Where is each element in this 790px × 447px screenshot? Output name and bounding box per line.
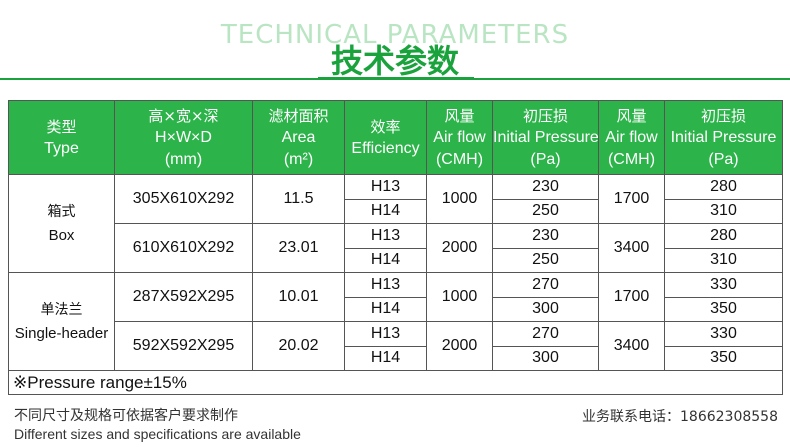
column-header-area: 滤材面积 Area (m²) (252, 100, 345, 175)
title-underline (318, 77, 474, 80)
size-cell: 305X610X292 (114, 174, 253, 224)
area-cell: 20.02 (252, 321, 345, 371)
table-row: H14 250 310 (9, 198, 783, 224)
pressure-cell: 350 (664, 345, 783, 371)
pressure-cell: 300 (492, 296, 599, 322)
airflow-cell: 3400 (598, 223, 665, 273)
airflow-cell: 1700 (598, 174, 665, 224)
parameters-table: 类型 Type 高×宽×深 H×W×D (mm) 滤材面积 Area (m²) … (8, 100, 783, 395)
pressure-cell: 270 (492, 272, 599, 298)
pressure-cell: 280 (664, 223, 783, 249)
column-header-pressure-1: 初压损 Initial Pressure (Pa) (492, 100, 599, 175)
column-header-efficiency: 效率 Efficiency (344, 100, 427, 175)
pressure-cell: 250 (492, 247, 599, 273)
efficiency-cell: H14 (344, 247, 427, 273)
table-row: H14 300 350 (9, 345, 783, 371)
area-cell: 11.5 (252, 174, 345, 224)
size-cell: 287X592X295 (114, 272, 253, 322)
airflow-cell: 1000 (426, 272, 493, 322)
size-cell: 610X610X292 (114, 223, 253, 273)
efficiency-cell: H14 (344, 296, 427, 322)
pressure-cell: 310 (664, 247, 783, 273)
footer-custom-note-cn: 不同尺寸及规格可依据客户要求制作 (14, 408, 238, 424)
column-header-airflow-1: 风量 Air flow (CMH) (426, 100, 493, 175)
table-row: H14 300 350 (9, 296, 783, 322)
efficiency-cell: H14 (344, 198, 427, 224)
type-cell-single-header: 单法兰 Single-header (8, 272, 115, 371)
table-header-row: 类型 Type 高×宽×深 H×W×D (mm) 滤材面积 Area (m²) … (8, 100, 783, 175)
pressure-cell: 300 (492, 345, 599, 371)
pressure-cell: 280 (664, 174, 783, 200)
efficiency-cell: H14 (344, 345, 427, 371)
background-title: TECHNICAL PARAMETERS (220, 20, 570, 50)
airflow-cell: 2000 (426, 321, 493, 371)
pressure-cell: 230 (492, 174, 599, 200)
column-header-pressure-2: 初压损 Initial Pressure (Pa) (664, 100, 783, 175)
column-header-airflow-2: 风量 Air flow (CMH) (598, 100, 665, 175)
pressure-cell: 330 (664, 272, 783, 298)
pressure-range-note: ※Pressure range±15% (8, 370, 783, 395)
table-row: 592X592X295 20.02 H13 2000 270 3400 330 (9, 321, 783, 371)
table-row: 单法兰 Single-header 287X592X295 10.01 H13 … (8, 272, 783, 371)
efficiency-cell: H13 (344, 272, 427, 298)
table-row: 箱式 Box 305X610X292 11.5 H13 1000 230 170… (8, 174, 783, 273)
pressure-cell: 230 (492, 223, 599, 249)
efficiency-cell: H13 (344, 223, 427, 249)
area-cell: 10.01 (252, 272, 345, 322)
airflow-cell: 3400 (598, 321, 665, 371)
airflow-cell: 1000 (426, 174, 493, 224)
table-row: 610X610X292 23.01 H13 2000 230 3400 280 (9, 223, 783, 273)
type-cell-box: 箱式 Box (8, 174, 115, 273)
contact-phone: 业务联系电话：18662308558 (582, 409, 778, 425)
pressure-cell: 250 (492, 198, 599, 224)
size-cell: 592X592X295 (114, 321, 253, 371)
footer-custom-note-en: Different sizes and specifications are a… (14, 426, 301, 442)
table-row: H14 250 310 (9, 247, 783, 273)
title-divider-left (0, 78, 318, 80)
pressure-cell: 330 (664, 321, 783, 347)
pressure-cell: 310 (664, 198, 783, 224)
title-divider-right (474, 78, 790, 80)
pressure-cell: 270 (492, 321, 599, 347)
note-row: ※Pressure range±15% (8, 370, 783, 395)
column-header-size: 高×宽×深 H×W×D (mm) (114, 100, 253, 175)
airflow-cell: 2000 (426, 223, 493, 273)
section-header: TECHNICAL PARAMETERS 技术参数 (0, 0, 790, 92)
airflow-cell: 1700 (598, 272, 665, 322)
efficiency-cell: H13 (344, 321, 427, 347)
efficiency-cell: H13 (344, 174, 427, 200)
column-header-type: 类型 Type (8, 100, 115, 175)
pressure-cell: 350 (664, 296, 783, 322)
area-cell: 23.01 (252, 223, 345, 273)
page-title: 技术参数 (330, 42, 459, 80)
